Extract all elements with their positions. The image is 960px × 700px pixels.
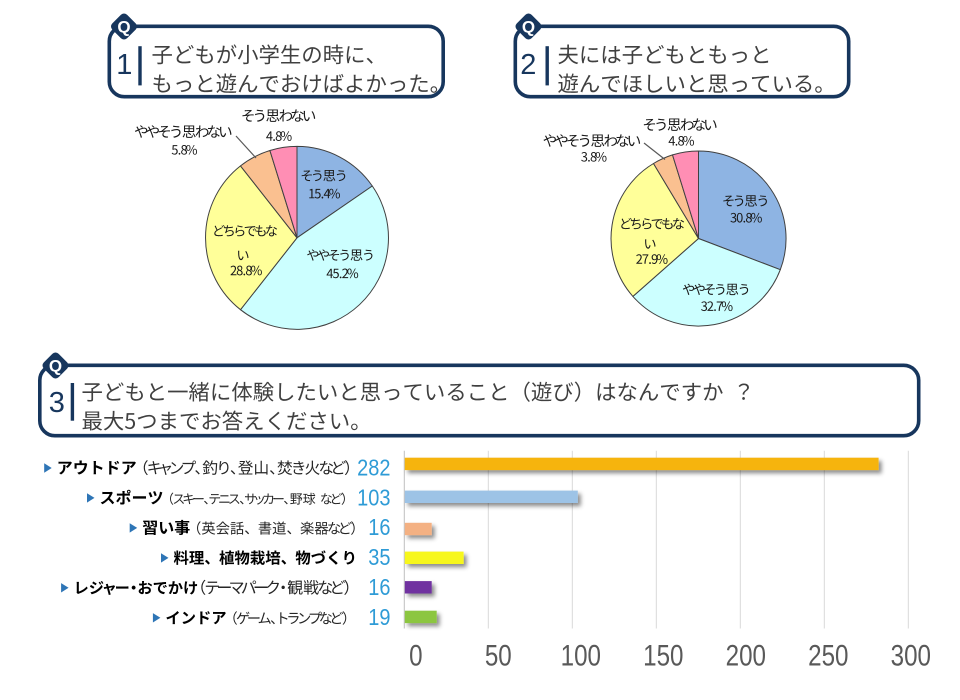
svg-text:3: 3 <box>49 387 65 419</box>
svg-text:Q: Q <box>522 18 535 37</box>
svg-text:50: 50 <box>485 639 512 672</box>
svg-text:0: 0 <box>409 639 422 672</box>
svg-text:16: 16 <box>368 573 390 600</box>
svg-text:19: 19 <box>368 603 390 630</box>
svg-text:300: 300 <box>891 639 931 672</box>
svg-text:2: 2 <box>520 49 536 81</box>
svg-text:150: 150 <box>643 639 683 672</box>
svg-text:16: 16 <box>368 514 390 541</box>
svg-text:200: 200 <box>726 639 766 672</box>
svg-text:100: 100 <box>561 639 601 672</box>
svg-text:103: 103 <box>357 484 390 511</box>
svg-text:250: 250 <box>808 639 848 672</box>
svg-text:1: 1 <box>116 49 132 81</box>
svg-text:35: 35 <box>368 544 390 571</box>
svg-text:Q: Q <box>117 18 130 37</box>
svg-text:282: 282 <box>357 454 390 481</box>
svg-text:Q: Q <box>49 357 62 376</box>
